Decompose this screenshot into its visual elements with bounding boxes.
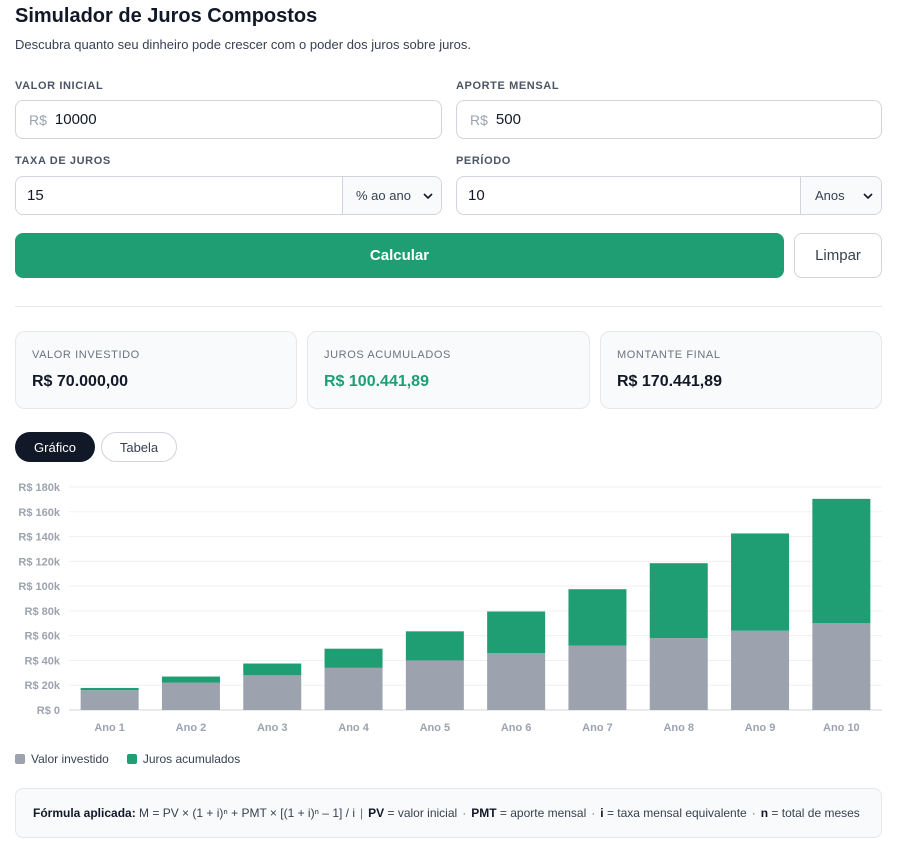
formula-key-pv: PV	[368, 806, 385, 820]
bar-invested[interactable]	[568, 645, 627, 710]
tab-chart[interactable]: Gráfico	[15, 432, 95, 462]
legend-label: Juros acumulados	[142, 752, 241, 766]
formula-label: Fórmula aplicada:	[33, 806, 136, 820]
currency-prefix: R$	[470, 111, 488, 128]
periodo-unit-selected: Anos	[815, 188, 845, 203]
bar-interest[interactable]	[731, 533, 790, 631]
bar-interest[interactable]	[243, 663, 302, 676]
formula-expression: M = PV × (1 + i)ⁿ + PMT × [(1 + i)ⁿ – 1]…	[139, 806, 355, 820]
bar-interest[interactable]	[649, 563, 708, 639]
x-tick-label: Ano 9	[745, 722, 776, 734]
formula-desc-i: = taxa mensal equivalente	[606, 806, 747, 820]
x-tick-label: Ano 8	[663, 722, 694, 734]
separator: ·	[591, 806, 596, 820]
periodo-label: PERÍODO	[456, 155, 511, 167]
tab-table[interactable]: Tabela	[101, 432, 177, 462]
formula-desc-n: = total de meses	[771, 806, 860, 820]
y-tick-label: R$ 120k	[18, 556, 60, 568]
legend-item-invested: Valor investido	[15, 752, 109, 766]
bar-invested[interactable]	[812, 623, 871, 710]
periodo-input[interactable]: 10	[468, 187, 485, 204]
chevron-down-icon	[423, 193, 433, 200]
y-tick-label: R$ 20k	[25, 680, 61, 692]
valor-inicial-label: VALOR INICIAL	[15, 80, 104, 92]
bar-invested[interactable]	[649, 638, 708, 710]
stacked-bar-chart: R$ 0 R$ 20k R$ 40k R$ 60k R$ 80k R$ 100k R$ 12…	[18, 482, 882, 734]
card-value: R$ 170.441,89	[617, 373, 722, 390]
taxa-unit-select[interactable]: % ao ano	[342, 177, 441, 214]
summary-card-final: MONTANTE FINAL R$ 170.441,89	[600, 331, 882, 409]
y-tick-label: R$ 140k	[18, 532, 60, 544]
y-tick-label: R$ 40k	[25, 655, 61, 667]
x-tick-label: Ano 7	[582, 722, 613, 734]
y-tick-label: R$ 180k	[18, 482, 60, 494]
card-label: JUROS ACUMULADOS	[324, 349, 451, 361]
bar-invested[interactable]	[487, 653, 546, 710]
x-tick-label: Ano 6	[501, 722, 532, 734]
formula-key-pmt: PMT	[471, 806, 497, 820]
bar-interest[interactable]	[161, 676, 220, 683]
card-label: MONTANTE FINAL	[617, 349, 721, 361]
separator: |	[360, 806, 364, 820]
calculate-button[interactable]: Calcular	[15, 233, 784, 278]
taxa-juros-group: 15 % ao ano	[15, 176, 442, 215]
bar-invested[interactable]	[243, 675, 302, 710]
legend-swatch-invested	[15, 754, 25, 764]
formula-key-n: n	[760, 806, 769, 820]
page-subtitle: Descubra quanto seu dinheiro pode cresce…	[15, 37, 471, 52]
taxa-juros-input[interactable]: 15	[27, 187, 44, 204]
separator: ·	[751, 806, 756, 820]
x-tick-label: Ano 3	[257, 722, 288, 734]
legend-item-interest: Juros acumulados	[126, 752, 241, 766]
summary-card-interest: JUROS ACUMULADOS R$ 100.441,89	[307, 331, 590, 409]
page-title: Simulador de Juros Compostos	[15, 5, 318, 27]
formula-key-i: i	[600, 806, 604, 820]
x-tick-label: Ano 4	[338, 722, 369, 734]
bar-invested[interactable]	[161, 682, 220, 710]
separator: ·	[462, 806, 467, 820]
y-tick-label: R$ 80k	[25, 606, 61, 618]
y-tick-label: R$ 0	[37, 705, 60, 717]
bar-invested[interactable]	[80, 690, 139, 710]
bar-invested[interactable]	[405, 660, 464, 710]
aporte-mensal-value[interactable]: 500	[495, 111, 521, 128]
bar-interest[interactable]	[80, 687, 139, 691]
chart-legend: Valor investido Juros acumulados	[15, 752, 258, 766]
formula-desc-pv: = valor inicial	[387, 806, 458, 820]
bar-interest[interactable]	[405, 631, 464, 661]
bar-invested[interactable]	[731, 630, 790, 710]
taxa-juros-label: TAXA DE JUROS	[15, 155, 111, 167]
valor-inicial-input[interactable]: R$ 10000	[15, 100, 442, 139]
chevron-down-icon	[863, 193, 873, 200]
clear-button[interactable]: Limpar	[794, 233, 882, 278]
y-tick-label: R$ 100k	[18, 581, 60, 593]
y-tick-label: R$ 160k	[18, 507, 60, 519]
card-value: R$ 100.441,89	[324, 373, 429, 390]
periodo-group: 10 Anos	[456, 176, 882, 215]
formula-desc-pmt: = aporte mensal	[499, 806, 587, 820]
bar-interest[interactable]	[812, 498, 871, 624]
taxa-unit-selected: % ao ano	[356, 188, 411, 203]
bar-invested[interactable]	[324, 667, 383, 710]
aporte-mensal-label: APORTE MENSAL	[456, 80, 560, 92]
x-tick-label: Ano 1	[94, 722, 125, 734]
currency-prefix: R$	[29, 111, 47, 128]
periodo-unit-select[interactable]: Anos	[800, 177, 881, 214]
card-value: R$ 70.000,00	[32, 373, 129, 390]
divider	[15, 306, 882, 307]
x-tick-label: Ano 5	[420, 722, 451, 734]
bar-interest[interactable]	[487, 611, 546, 654]
x-tick-label: Ano 2	[176, 722, 207, 734]
valor-inicial-value[interactable]: 10000	[54, 111, 97, 128]
formula-box: Fórmula aplicada: M = PV × (1 + i)ⁿ + PM…	[15, 788, 882, 838]
card-label: VALOR INVESTIDO	[32, 349, 140, 361]
aporte-mensal-input[interactable]: R$ 500	[456, 100, 882, 139]
y-tick-label: R$ 60k	[25, 631, 61, 643]
legend-swatch-interest	[126, 754, 137, 764]
summary-card-invested: VALOR INVESTIDO R$ 70.000,00	[15, 331, 297, 409]
x-tick-label: Ano 10	[823, 722, 860, 734]
legend-label: Valor investido	[31, 752, 109, 766]
bar-interest[interactable]	[324, 648, 383, 668]
bar-interest[interactable]	[568, 589, 627, 646]
